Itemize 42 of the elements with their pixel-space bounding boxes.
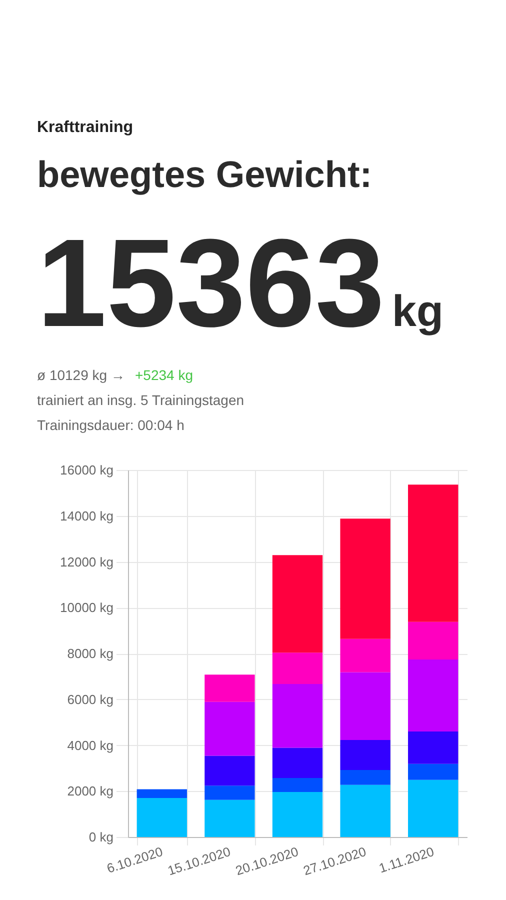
bar: [340, 638, 390, 672]
bar: [408, 764, 458, 780]
bar: [340, 784, 390, 837]
y-tick-label: 10000 kg: [60, 600, 114, 616]
text: +5234 kg: [135, 367, 193, 383]
bar: [272, 778, 323, 792]
bar: [340, 770, 390, 785]
y-tick-label: 4000 kg: [67, 738, 114, 753]
bar: [272, 684, 323, 748]
y-tick-label: 14000 kg: [60, 508, 114, 524]
bar: [408, 484, 458, 622]
bar: [204, 800, 255, 837]
bar: [204, 702, 255, 756]
bar: [272, 792, 323, 837]
text: Trainingsdauer: 00:04 h: [37, 417, 184, 433]
bar: [340, 518, 390, 639]
bar: [204, 786, 255, 800]
bar: [340, 740, 390, 770]
y-tick-label: 8000 kg: [67, 646, 114, 661]
bar: [272, 555, 323, 653]
y-tick-label: 6000 kg: [67, 692, 114, 707]
y-tick-label: 0 kg: [88, 830, 114, 844]
bar: [204, 756, 255, 786]
text: trainiert an insg. 5 Trainingstagen: [37, 392, 244, 408]
bar: [408, 731, 458, 764]
chart-title: bewegtes Gewicht:: [37, 154, 372, 195]
bar: [204, 674, 255, 702]
bar: [136, 798, 187, 837]
bar: [408, 622, 458, 660]
bar: [272, 748, 323, 778]
bar: [272, 652, 323, 684]
y-tick-label: 12000 kg: [60, 554, 114, 570]
bar: [136, 789, 187, 798]
bar: [408, 780, 458, 837]
y-tick-label: 2000 kg: [67, 784, 114, 799]
bar: [340, 672, 390, 740]
text: ø 10129 kg →: [37, 367, 125, 383]
text: 15363: [37, 214, 385, 353]
bar: [408, 659, 458, 732]
y-tick-label: 16000 kg: [60, 462, 114, 478]
chart-subtitle: Krafttraining: [37, 119, 133, 136]
text: kg: [392, 287, 444, 336]
